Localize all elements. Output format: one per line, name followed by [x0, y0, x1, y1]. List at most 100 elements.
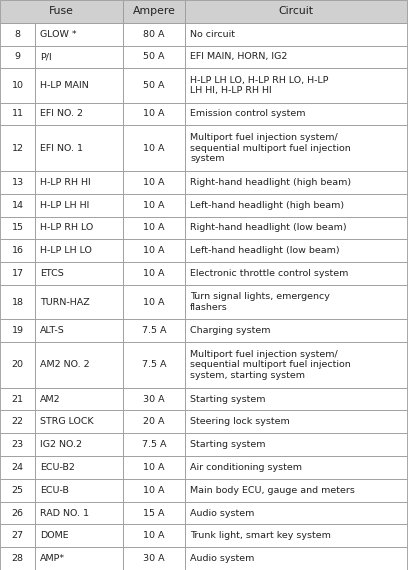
- Text: H-LP LH LO: H-LP LH LO: [40, 246, 92, 255]
- Bar: [0, 239, 35, 262]
- Text: Starting system: Starting system: [190, 394, 266, 404]
- Text: 30 A: 30 A: [143, 554, 165, 563]
- Bar: [185, 410, 407, 433]
- Text: 10 A: 10 A: [143, 463, 165, 472]
- Text: Steering lock system: Steering lock system: [190, 417, 290, 426]
- Text: 10 A: 10 A: [143, 109, 165, 119]
- Bar: [0, 456, 35, 479]
- Text: Charging system: Charging system: [190, 326, 270, 335]
- Text: 27: 27: [12, 531, 23, 540]
- Text: 10 A: 10 A: [143, 531, 165, 540]
- Text: DOME: DOME: [40, 531, 69, 540]
- Bar: [35, 285, 123, 319]
- Bar: [123, 103, 185, 125]
- Text: 10 A: 10 A: [143, 486, 165, 495]
- Text: 7.5 A: 7.5 A: [142, 326, 166, 335]
- Bar: [0, 547, 35, 570]
- Bar: [0, 46, 35, 68]
- Bar: [185, 319, 407, 342]
- Text: H-LP LH LO, H-LP RH LO, H-LP
LH HI, H-LP RH HI: H-LP LH LO, H-LP RH LO, H-LP LH HI, H-LP…: [190, 76, 328, 95]
- Bar: [185, 433, 407, 456]
- Bar: [185, 171, 407, 194]
- Text: Main body ECU, gauge and meters: Main body ECU, gauge and meters: [190, 486, 355, 495]
- Bar: [123, 410, 185, 433]
- Bar: [0, 103, 35, 125]
- Text: AMP*: AMP*: [40, 554, 65, 563]
- Text: Fuse: Fuse: [49, 6, 74, 17]
- Bar: [123, 433, 185, 456]
- Bar: [35, 524, 123, 547]
- Text: ALT-S: ALT-S: [40, 326, 65, 335]
- Text: 50 A: 50 A: [143, 52, 165, 62]
- Text: 18: 18: [12, 298, 23, 307]
- Text: Trunk light, smart key system: Trunk light, smart key system: [190, 531, 331, 540]
- Bar: [35, 479, 123, 502]
- Bar: [123, 23, 185, 46]
- Bar: [185, 0, 407, 23]
- Text: Starting system: Starting system: [190, 440, 266, 449]
- Text: Emission control system: Emission control system: [190, 109, 305, 119]
- Text: 13: 13: [12, 178, 23, 187]
- Text: 14: 14: [12, 201, 23, 210]
- Bar: [123, 547, 185, 570]
- Bar: [185, 103, 407, 125]
- Bar: [0, 23, 35, 46]
- Bar: [123, 319, 185, 342]
- Text: 80 A: 80 A: [143, 30, 165, 39]
- Bar: [123, 456, 185, 479]
- Text: Ampere: Ampere: [133, 6, 175, 17]
- Bar: [35, 410, 123, 433]
- Text: 28: 28: [12, 554, 23, 563]
- Bar: [123, 262, 185, 285]
- Bar: [35, 388, 123, 410]
- Text: ECU-B2: ECU-B2: [40, 463, 75, 472]
- Bar: [0, 388, 35, 410]
- Text: 19: 19: [12, 326, 23, 335]
- Bar: [0, 410, 35, 433]
- Text: No circuit: No circuit: [190, 30, 235, 39]
- Text: Audio system: Audio system: [190, 554, 254, 563]
- Bar: [185, 239, 407, 262]
- Bar: [35, 194, 123, 217]
- Bar: [35, 125, 123, 171]
- Text: Right-hand headlight (low beam): Right-hand headlight (low beam): [190, 223, 346, 233]
- Text: GLOW *: GLOW *: [40, 30, 76, 39]
- Bar: [0, 262, 35, 285]
- Bar: [35, 342, 123, 388]
- Text: H-LP RH HI: H-LP RH HI: [40, 178, 91, 187]
- Text: 23: 23: [12, 440, 23, 449]
- Text: EFI MAIN, HORN, IG2: EFI MAIN, HORN, IG2: [190, 52, 287, 62]
- Bar: [185, 125, 407, 171]
- Text: 10 A: 10 A: [143, 246, 165, 255]
- Text: AM2 NO. 2: AM2 NO. 2: [40, 360, 90, 369]
- Text: TURN-HAZ: TURN-HAZ: [40, 298, 90, 307]
- Bar: [185, 388, 407, 410]
- Bar: [123, 524, 185, 547]
- Text: 17: 17: [12, 269, 23, 278]
- Text: 12: 12: [12, 144, 23, 153]
- Bar: [123, 0, 185, 23]
- Bar: [0, 68, 35, 103]
- Bar: [0, 502, 35, 524]
- Text: 15 A: 15 A: [143, 508, 165, 518]
- Bar: [0, 285, 35, 319]
- Text: 9: 9: [14, 52, 21, 62]
- Bar: [35, 217, 123, 239]
- Bar: [35, 171, 123, 194]
- Bar: [123, 68, 185, 103]
- Bar: [185, 23, 407, 46]
- Text: IG2 NO.2: IG2 NO.2: [40, 440, 82, 449]
- Bar: [123, 342, 185, 388]
- Bar: [123, 479, 185, 502]
- Text: 25: 25: [12, 486, 23, 495]
- Text: AM2: AM2: [40, 394, 61, 404]
- Text: 30 A: 30 A: [143, 394, 165, 404]
- Bar: [0, 171, 35, 194]
- Text: 8: 8: [14, 30, 21, 39]
- Text: 10 A: 10 A: [143, 201, 165, 210]
- Bar: [185, 524, 407, 547]
- Text: 21: 21: [12, 394, 23, 404]
- Text: P/I: P/I: [40, 52, 52, 62]
- Bar: [123, 502, 185, 524]
- Text: Right-hand headlight (high beam): Right-hand headlight (high beam): [190, 178, 351, 187]
